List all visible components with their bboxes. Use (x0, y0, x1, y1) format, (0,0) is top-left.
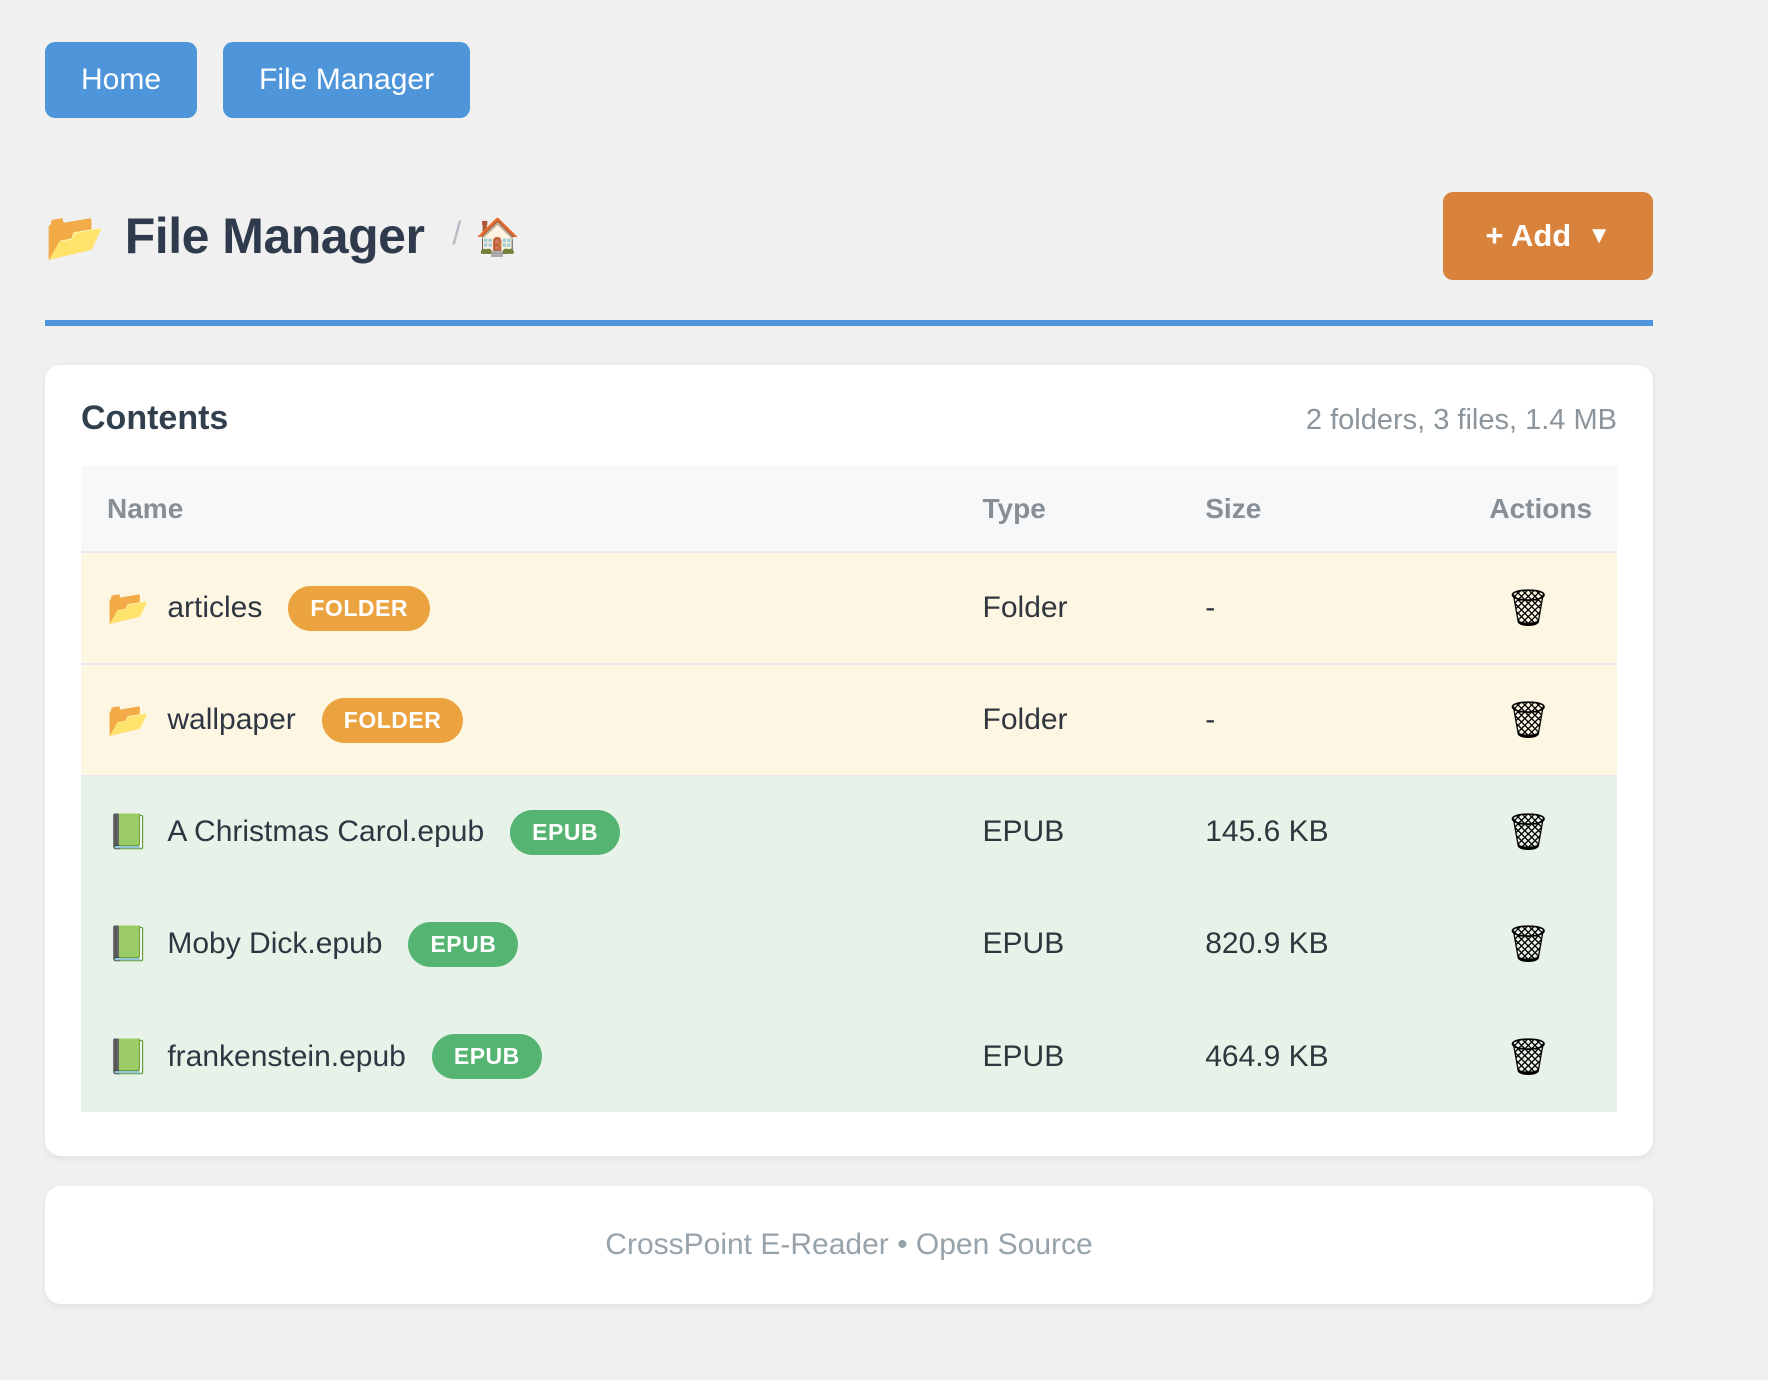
delete-button[interactable]: 🗑 (1501, 922, 1555, 966)
footer: CrossPoint E-Reader • Open Source (45, 1186, 1653, 1304)
row-size: 820.9 KB (1205, 927, 1329, 960)
contents-table-head: Name Type Size Actions (81, 466, 1617, 552)
column-header-name[interactable]: Name (107, 492, 184, 524)
home-nav-button[interactable]: Home (45, 42, 198, 118)
table-row: 📗 frankenstein.epub EPUB EPUB 464.9 KB 🗑 (81, 1000, 1617, 1112)
table-row: 📂 articles FOLDER Folder - 🗑 (81, 552, 1617, 664)
trash-icon: 🗑 (1505, 923, 1552, 964)
row-type-icon: 📗 (107, 813, 150, 851)
row-type-badge: EPUB (431, 1034, 542, 1079)
top-nav: Home File Manager (45, 0, 1653, 118)
add-button[interactable]: + Add ▼ (1443, 192, 1653, 280)
row-type: Folder (982, 591, 1068, 624)
row-type-icon: 📂 (107, 589, 150, 627)
row-size: 145.6 KB (1205, 815, 1329, 848)
contents-card: Contents 2 folders, 3 files, 1.4 MB Name… (45, 365, 1653, 1156)
delete-button[interactable]: 🗑 (1501, 1035, 1555, 1079)
row-type: Folder (982, 703, 1068, 736)
contents-card-header: Contents 2 folders, 3 files, 1.4 MB (81, 399, 1617, 438)
chevron-down-icon: ▼ (1587, 222, 1611, 249)
row-size: - (1205, 703, 1216, 736)
delete-button[interactable]: 🗑 (1501, 810, 1555, 854)
trash-icon: 🗑 (1505, 587, 1552, 628)
trash-icon: 🗑 (1505, 1035, 1552, 1077)
column-header-type[interactable]: Type (982, 492, 1046, 524)
delete-button[interactable]: 🗑 (1501, 586, 1555, 630)
contents-summary: 2 folders, 3 files, 1.4 MB (1305, 404, 1617, 436)
breadcrumb: / 🏠 (452, 215, 520, 258)
table-row: 📂 wallpaper FOLDER Folder - 🗑 (81, 664, 1617, 776)
footer-text: CrossPoint E-Reader • Open Source (605, 1228, 1093, 1261)
row-name-link[interactable]: articles (167, 591, 263, 624)
column-header-size[interactable]: Size (1205, 492, 1262, 524)
table-header-row: Name Type Size Actions (81, 466, 1617, 552)
trash-icon: 🗑 (1505, 811, 1552, 852)
row-type: EPUB (982, 927, 1065, 960)
home-icon[interactable]: 🏠 (475, 215, 521, 257)
table-row: 📗 Moby Dick.epub EPUB EPUB 820.9 KB 🗑 (81, 888, 1617, 1000)
column-header-actions: Actions (1489, 492, 1593, 524)
row-size: 464.9 KB (1205, 1039, 1329, 1073)
file-manager-nav-button[interactable]: File Manager (223, 42, 471, 118)
row-type: EPUB (982, 815, 1065, 848)
page-title: File Manager (124, 208, 425, 264)
row-type-badge: EPUB (408, 921, 519, 967)
row-size: - (1205, 591, 1216, 624)
trash-icon: 🗑 (1505, 699, 1552, 740)
contents-table-body: 📂 articles FOLDER Folder - 🗑 📂 wallpaper… (81, 552, 1617, 1112)
row-type-icon: 📂 (107, 701, 150, 739)
row-name-link[interactable]: frankenstein.epub (167, 1039, 406, 1073)
page-container: Home File Manager 📂 File Manager / 🏠 + A… (45, 0, 1653, 1304)
row-type-icon: 📗 (107, 925, 150, 963)
breadcrumb-separator: / (452, 214, 462, 251)
header-divider (45, 320, 1653, 326)
row-type: EPUB (982, 1039, 1065, 1073)
contents-title: Contents (81, 399, 229, 437)
row-name-link[interactable]: A Christmas Carol.epub (167, 815, 485, 848)
add-button-label: + Add (1485, 218, 1572, 253)
row-name-link[interactable]: Moby Dick.epub (167, 927, 383, 960)
open-folder-icon: 📂 (45, 210, 105, 264)
delete-button[interactable]: 🗑 (1501, 698, 1555, 742)
row-type-icon: 📗 (107, 1037, 150, 1076)
contents-table: Name Type Size Actions 📂 articles FOLDER… (81, 466, 1617, 1112)
row-name-link[interactable]: wallpaper (167, 703, 296, 736)
row-type-badge: FOLDER (288, 585, 430, 631)
table-row: 📗 A Christmas Carol.epub EPUB EPUB 145.6… (81, 776, 1617, 888)
row-type-badge: EPUB (510, 809, 621, 855)
row-type-badge: FOLDER (321, 697, 464, 743)
page-header: 📂 File Manager / 🏠 + Add ▼ (45, 192, 1653, 280)
